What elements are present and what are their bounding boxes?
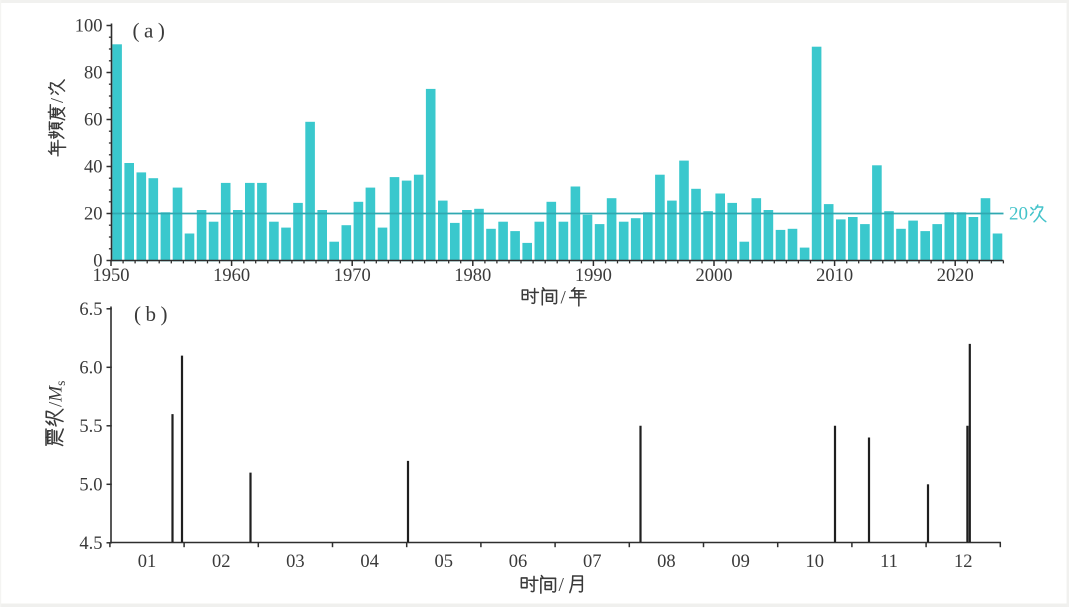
svg-text:60: 60 — [84, 111, 103, 131]
svg-text:1980: 1980 — [454, 266, 491, 286]
svg-text:40: 40 — [84, 158, 103, 178]
svg-text:05: 05 — [435, 552, 454, 572]
svg-text:01: 01 — [138, 552, 157, 572]
svg-text:100: 100 — [75, 17, 103, 37]
svg-text:1970: 1970 — [334, 266, 371, 286]
svg-text:2010: 2010 — [816, 266, 853, 286]
svg-text:5.0: 5.0 — [79, 476, 102, 496]
svg-text:06: 06 — [509, 552, 528, 572]
svg-text:11: 11 — [880, 552, 898, 572]
svg-text:1950: 1950 — [93, 266, 130, 286]
svg-text:(a): (a) — [133, 19, 170, 43]
svg-text:1990: 1990 — [575, 266, 612, 286]
svg-text:4.5: 4.5 — [79, 534, 102, 554]
svg-text:20: 20 — [1009, 204, 1028, 225]
svg-text:1960: 1960 — [213, 266, 250, 286]
svg-text:0: 0 — [93, 252, 102, 272]
svg-text:08: 08 — [657, 552, 676, 572]
svg-text:/: / — [559, 575, 565, 596]
svg-text:/: / — [561, 287, 567, 308]
svg-text:(b): (b) — [134, 302, 172, 326]
svg-text:09: 09 — [731, 552, 750, 572]
svg-text:6.0: 6.0 — [79, 359, 102, 379]
svg-text:6.5: 6.5 — [79, 300, 102, 320]
svg-text:20: 20 — [84, 205, 103, 225]
svg-text:02: 02 — [212, 552, 231, 572]
svg-text:2020: 2020 — [937, 266, 974, 286]
svg-text:04: 04 — [360, 552, 379, 572]
svg-text:2000: 2000 — [696, 266, 733, 286]
svg-text:07: 07 — [583, 552, 602, 572]
svg-text:10: 10 — [806, 552, 825, 572]
svg-text:/Ms: /Ms — [46, 381, 69, 407]
svg-text:5.5: 5.5 — [79, 417, 102, 437]
svg-text:12: 12 — [954, 552, 973, 572]
svg-text:80: 80 — [84, 64, 103, 84]
svg-text:/: / — [47, 98, 67, 103]
svg-text:03: 03 — [286, 552, 305, 572]
